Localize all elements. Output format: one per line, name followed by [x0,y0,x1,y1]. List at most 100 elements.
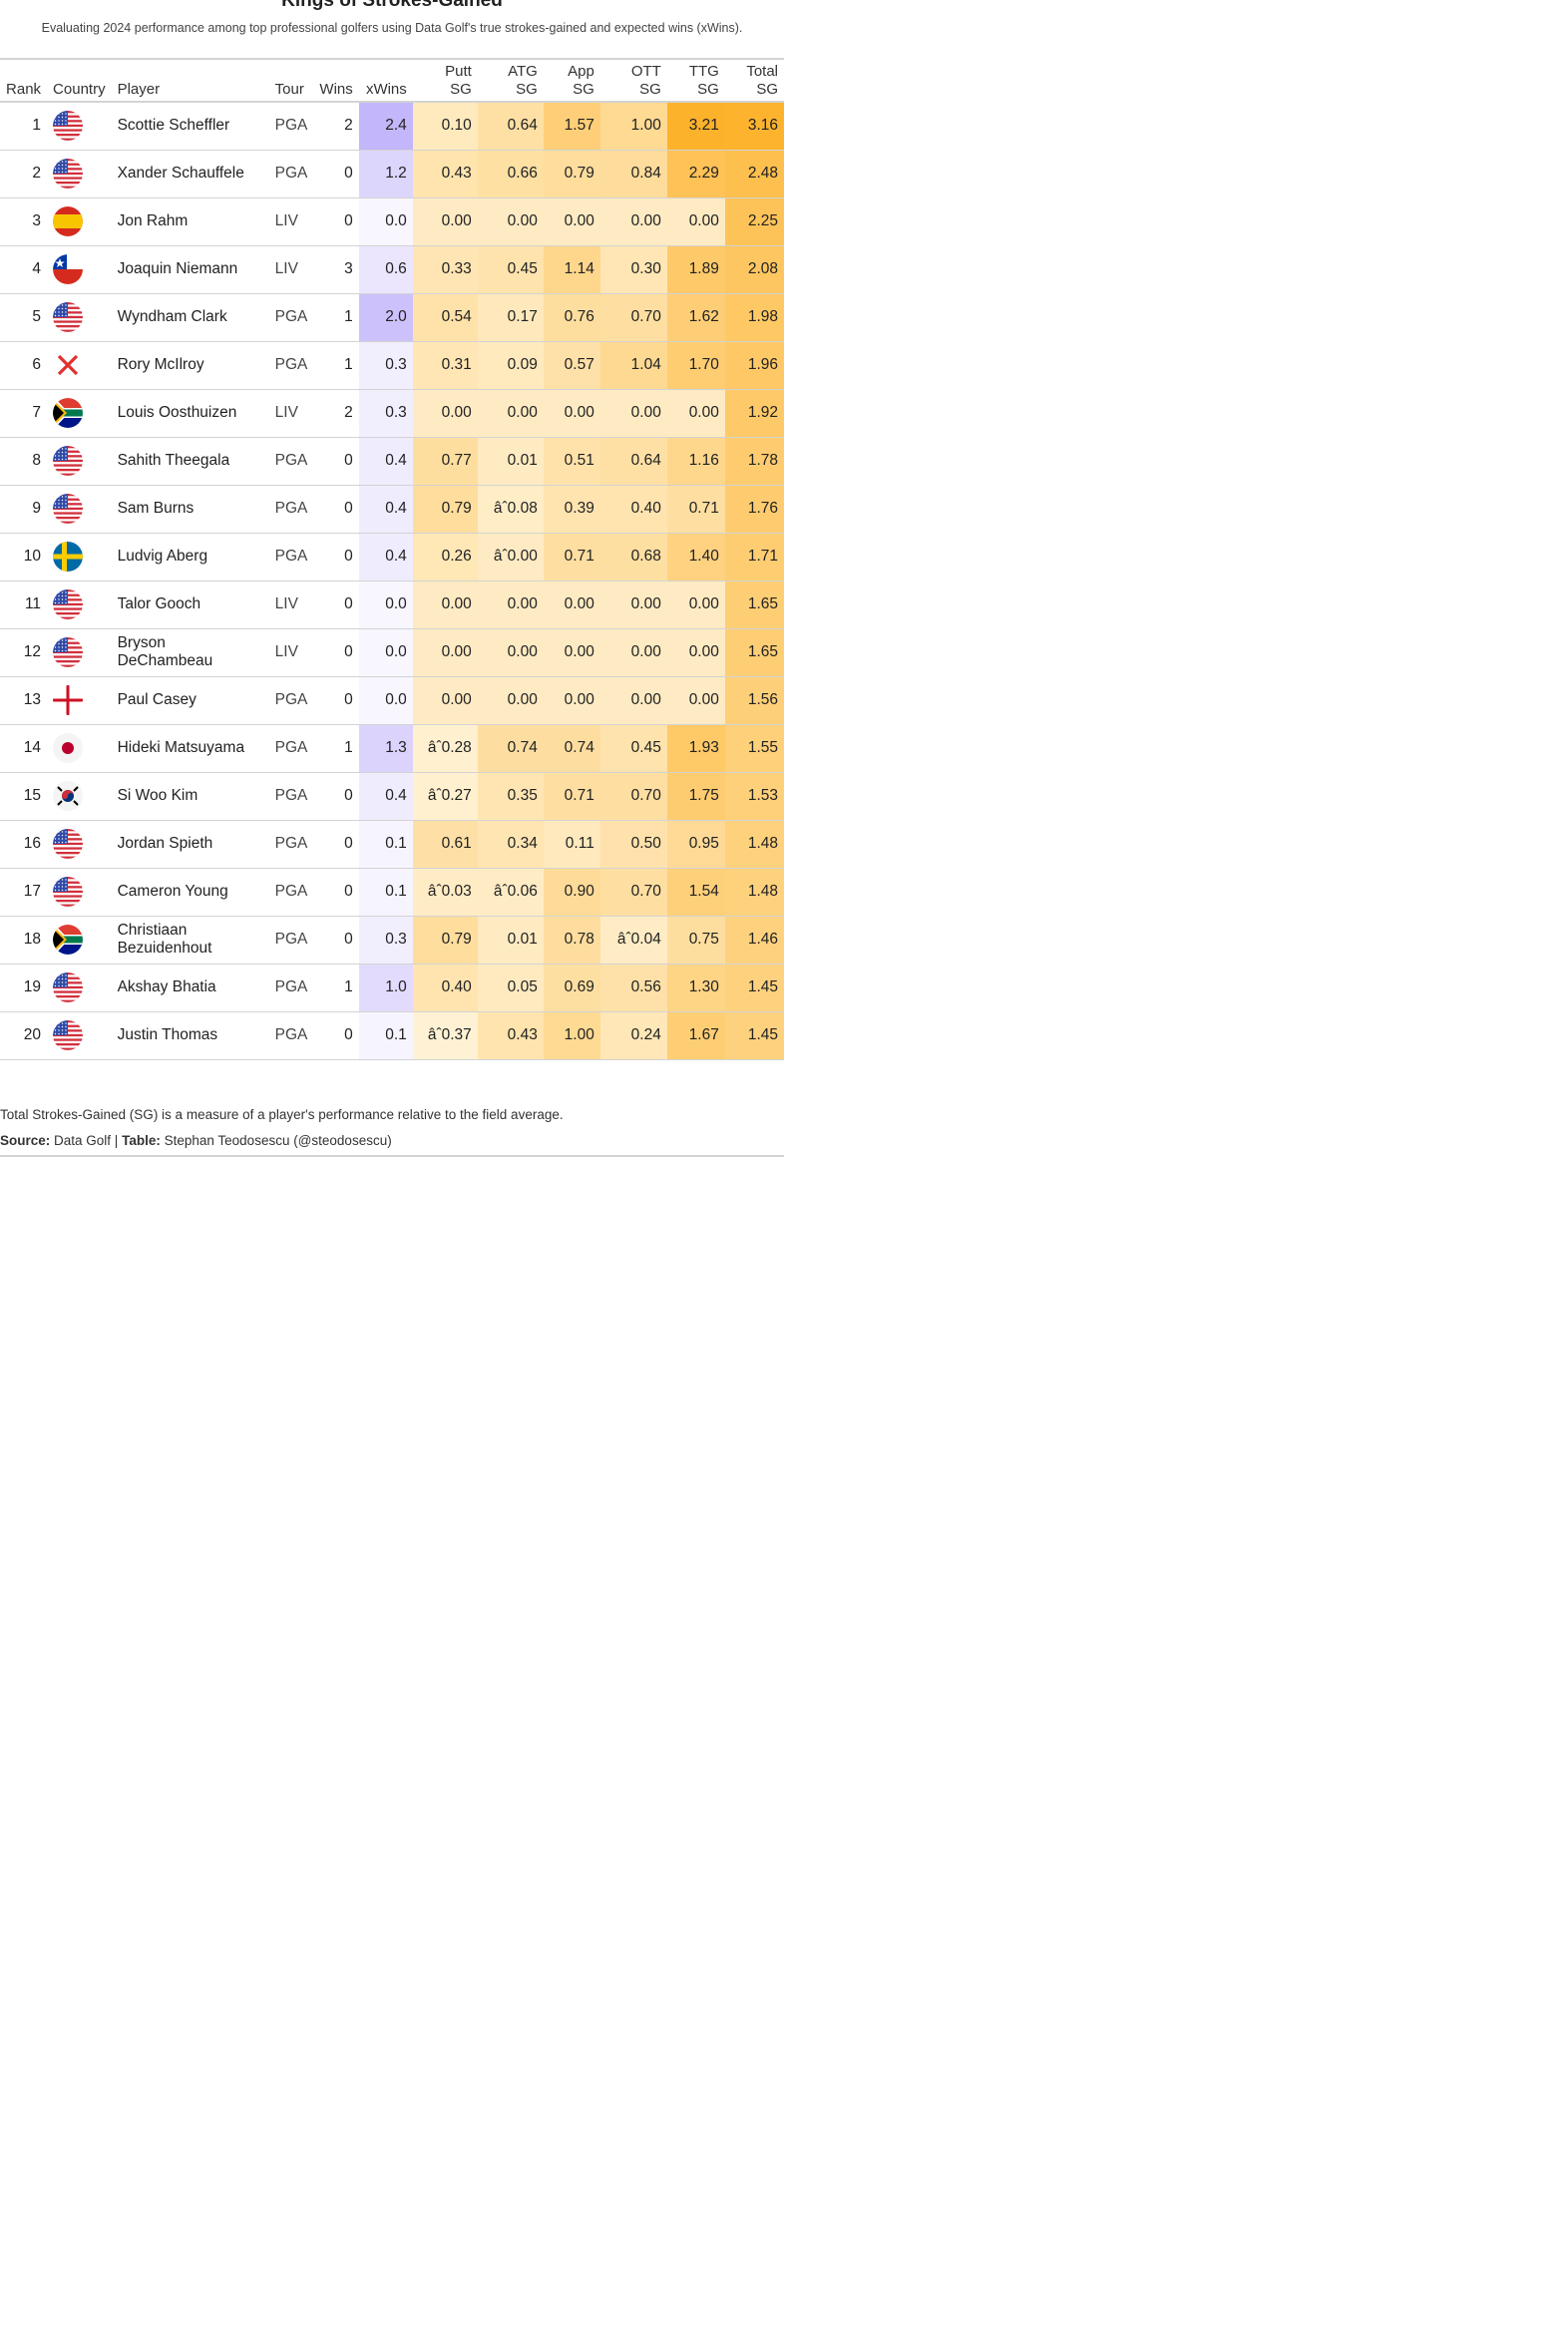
cell-tour: LIV [268,581,314,629]
cell-ott: 0.70 [599,293,667,342]
cell-total: 1.48 [724,820,784,869]
cell-app: 0.71 [543,772,600,821]
cell-xwins: 0.4 [358,437,413,486]
column-header-xwins: xWins [358,59,413,103]
cell-putt: âˆ0.27 [412,772,478,821]
cell-wins: 0 [313,772,359,821]
cell-wins: 1 [313,293,359,342]
cell-atg: 0.00 [477,676,544,725]
cell-tour: PGA [268,964,314,1012]
cell-app: 0.57 [543,341,600,390]
cell-player: Scottie Scheffler [111,102,269,151]
cell-xwins: 0.1 [358,868,413,917]
cell-ott: 1.04 [599,341,667,390]
column-header-sublabel: SG [756,81,778,98]
cell-rank: 8 [0,437,48,486]
cell-total: 1.45 [724,1011,784,1060]
cell-ttg: 3.21 [666,102,725,151]
cell-atg: 0.01 [477,916,544,965]
cell-putt: 0.10 [412,102,478,151]
cell-tour: LIV [268,389,314,438]
cell-total: 1.92 [724,389,784,438]
cell-putt: 0.79 [412,485,478,534]
cell-xwins: 0.0 [358,676,413,725]
cell-player: Justin Thomas [111,1011,269,1060]
cell-app: 0.51 [543,437,600,486]
cell-ttg: 1.54 [666,868,725,917]
cell-rank: 9 [0,485,48,534]
cell-rank: 19 [0,964,48,1012]
cell-country [47,820,112,869]
cell-player: Ludvig Aberg [111,533,269,582]
cell-ott: 0.45 [599,724,667,773]
column-header-label: Total [746,63,778,80]
cell-total: 1.65 [724,581,784,629]
cell-tour: PGA [268,341,314,390]
table-row: 20 Justin Thomas PGA 0 0.1 âˆ0.37 0.43 1.00 0.24… [0,1011,784,1060]
column-header-ott: OTT SG [599,59,667,103]
cell-ott: 0.68 [599,533,667,582]
cell-app: 0.00 [543,628,600,677]
cell-ttg: 0.00 [666,676,725,725]
cell-ttg: 0.00 [666,581,725,629]
cell-country [47,485,112,534]
cell-country [47,245,112,294]
cell-xwins: 0.3 [358,389,413,438]
cell-app: 0.78 [543,916,600,965]
cell-rank: 13 [0,676,48,725]
cell-putt: 0.31 [412,341,478,390]
cell-rank: 20 [0,1011,48,1060]
table-row: 3 Jon Rahm LIV 0 0.0 0.00 0.00 0.00 0.00 0.00 2.25 [0,197,784,246]
cell-xwins: 2.0 [358,293,413,342]
cell-total: 1.48 [724,868,784,917]
cell-atg: 0.00 [477,197,544,246]
cell-country [47,533,112,582]
cell-putt: 0.26 [412,533,478,582]
cell-ott: 1.00 [599,102,667,151]
cell-xwins: 1.3 [358,724,413,773]
cell-ott: 0.40 [599,485,667,534]
cell-ttg: 1.93 [666,724,725,773]
cell-player: Christiaan Bezuidenhout [111,916,269,965]
cell-tour: PGA [268,102,314,151]
cell-atg: âˆ0.00 [477,533,544,582]
cell-ott: 0.70 [599,868,667,917]
cell-tour: LIV [268,245,314,294]
cell-ott: 0.64 [599,437,667,486]
table-row: 18 Christiaan Bezuidenhout PGA 0 0.3 0.79 0.01… [0,916,784,965]
cell-atg: 0.01 [477,437,544,486]
table-row: 7 Louis Oosthuizen LIV 2 0.3 0.00 0.00 0.00 0.00… [0,389,784,438]
cell-atg: 0.09 [477,341,544,390]
cell-player: Jon Rahm [111,197,269,246]
cell-total: 2.08 [724,245,784,294]
cell-tour: PGA [268,868,314,917]
cell-tour: PGA [268,772,314,821]
cell-xwins: 0.4 [358,772,413,821]
cell-rank: 5 [0,293,48,342]
column-header-wins: Wins [313,59,359,103]
england-flag-icon [53,685,84,715]
cell-wins: 0 [313,820,359,869]
cell-player: Wyndham Clark [111,293,269,342]
cell-putt: 0.77 [412,437,478,486]
cell-app: 0.90 [543,868,600,917]
cell-app: 0.00 [543,389,600,438]
cell-rank: 2 [0,150,48,198]
cell-player: Hideki Matsuyama [111,724,269,773]
column-header-sublabel: SG [516,81,538,98]
cell-wins: 0 [313,868,359,917]
table-row: 17 Cameron Young PGA 0 0.1 âˆ0.03 âˆ0.06 0.90 0.… [0,868,784,917]
cell-putt: 0.00 [412,581,478,629]
cell-ttg: 0.75 [666,916,725,965]
cell-country [47,772,112,821]
cell-player: Jordan Spieth [111,820,269,869]
cell-putt: âˆ0.28 [412,724,478,773]
cell-tour: PGA [268,724,314,773]
cell-xwins: 0.1 [358,1011,413,1060]
cell-xwins: 0.0 [358,581,413,629]
cell-total: 2.25 [724,197,784,246]
cell-total: 1.53 [724,772,784,821]
us-flag-icon [53,589,84,619]
cell-app: 0.00 [543,197,600,246]
cell-ott: 0.00 [599,389,667,438]
